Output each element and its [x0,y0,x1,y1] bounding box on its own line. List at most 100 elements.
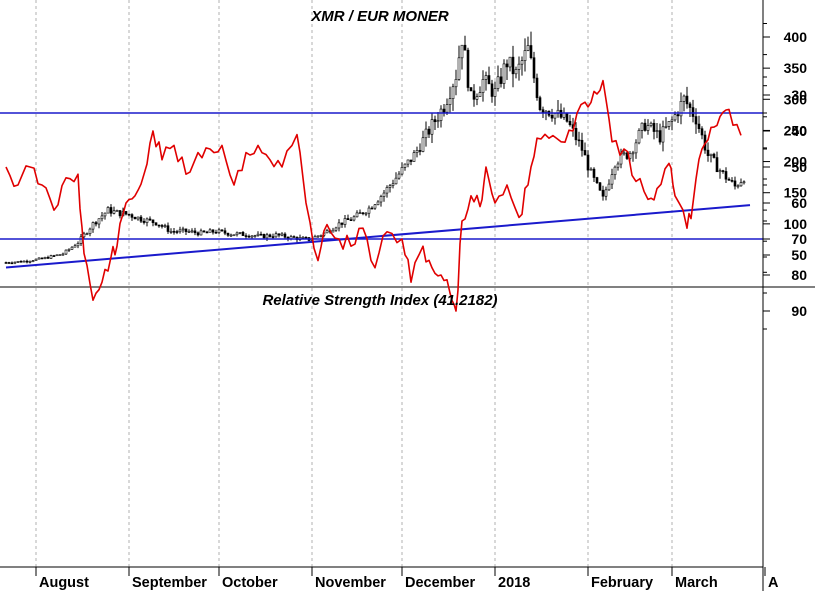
candle-body [409,159,413,162]
candle-body [250,235,254,238]
candle-body [277,233,281,236]
candle-body [511,56,515,75]
price-tick-label: 300 [784,91,808,107]
candle-body [697,123,701,129]
candle-body [226,232,230,236]
candle-body [343,218,347,225]
candle-body [430,119,434,135]
candle-body [598,182,602,191]
candle-body [391,183,395,186]
candle-body [319,235,323,237]
candle-body [616,163,620,168]
candle-body [37,257,41,260]
candle-body [478,92,482,97]
candle-body [7,262,11,264]
candle-body [283,233,287,238]
candle-body [316,235,320,238]
candle-body [622,152,626,155]
candle-body [184,228,188,232]
candle-body [352,216,356,221]
candle-body [355,212,359,218]
candle-body [523,50,527,61]
candle-body [583,150,587,156]
candle-body [4,262,8,264]
candle-body [28,260,32,263]
candle-body [214,231,218,234]
candle-body [385,187,389,194]
candle-body [127,213,131,216]
rsi-tick-label: 80 [791,267,807,283]
price-tick-label: 200 [784,154,808,170]
candle-body [223,230,227,234]
candle-body [358,212,362,215]
candle-body [268,234,272,237]
candle-body [565,112,569,122]
candle-body [238,232,242,234]
candle-body [334,227,338,231]
candle-body [124,211,128,215]
candle-body [193,230,197,234]
candle-body [52,255,56,257]
candle-body [667,120,671,127]
candle-body [22,260,26,263]
candle-body [427,128,431,135]
candle-body [76,243,80,247]
rsi-tick-label: 60 [791,195,807,211]
candle-body [178,229,182,233]
price-tick-label: 250 [784,122,808,138]
candle-body [292,236,296,238]
candle-body [118,210,122,217]
candle-body [61,253,65,256]
candle-body [247,235,251,238]
candle-body [142,220,146,223]
month-label: September [132,575,207,591]
candle-body [541,109,545,113]
rsi-line [5,79,742,312]
candle-body [154,222,158,226]
candle-body [58,254,62,256]
candle-body [388,185,392,188]
support-trendline [5,204,751,269]
candle-body [235,232,239,236]
month-label: February [591,575,653,591]
price-tick-label: 400 [784,29,808,45]
candle-body [340,222,344,225]
price-title: XMR / EUR MONER [310,8,449,25]
candle-body [187,231,191,233]
candle-body [253,235,257,237]
candle-body [475,96,479,100]
candle-body [613,166,617,176]
month-axis: August September October November December 20… [35,567,779,591]
candle-body [304,236,308,239]
candle-body [643,122,647,131]
candle-body [376,201,380,206]
candle-body [25,260,29,263]
candle-body [445,104,449,113]
price-tick-label: 150 [784,185,808,201]
candle-body [265,234,269,239]
candle-body [715,157,719,173]
candle-body [49,255,53,259]
candle-body [280,233,284,236]
candle-body [631,152,635,155]
candle-body [244,235,248,237]
candle-body [112,210,116,214]
candle-body [394,177,398,185]
rsi-tick-label: 70 [791,231,807,247]
candle-body [400,167,404,175]
candle-body [181,228,185,231]
candle-body [694,116,698,125]
candle-body [259,233,263,236]
candle-body [169,231,173,233]
candle-body [433,119,437,123]
candle-body [457,57,461,80]
candle-body [331,229,335,233]
candle-body [463,44,467,51]
candle-body [136,216,140,220]
candle-body [526,45,530,51]
candle-body [412,152,416,162]
candle-body [160,225,164,227]
candle-body [484,75,488,80]
candle-body [706,149,710,156]
candle-body [166,225,170,232]
